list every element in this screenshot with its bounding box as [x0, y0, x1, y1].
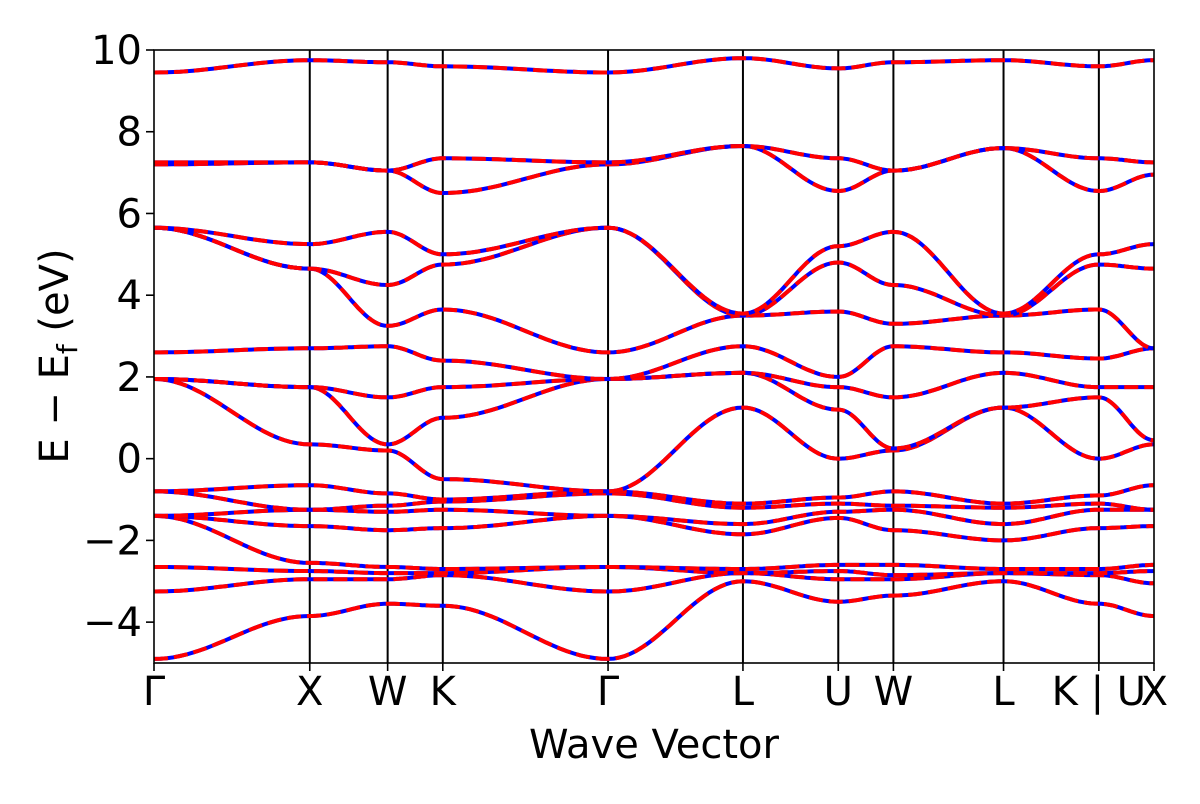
x-tick-label: K: [430, 669, 458, 715]
band-line-red-dashed: [154, 513, 1154, 543]
y-axis-label-units: (eV): [32, 248, 78, 344]
band-line-red-dashed: [154, 143, 1154, 173]
x-axis-label: Wave Vector: [529, 722, 780, 768]
plot-frame: [153, 49, 1155, 664]
y-tick-label: 2: [117, 355, 142, 401]
band-line-red-dashed: [154, 377, 1154, 494]
x-tick-label: W: [368, 669, 408, 715]
band-line-red-dashed: [154, 225, 1154, 316]
y-axis-label: E − Ef (eV): [32, 248, 84, 463]
y-tick-label: 0: [117, 437, 142, 483]
x-tick-label: Γ: [597, 669, 620, 715]
y-axis-label-main: E − E: [32, 354, 78, 464]
band-line-red-dashed: [154, 56, 1154, 75]
band-line-red-dashed: [154, 489, 1154, 512]
x-tick-label: K | U: [1052, 669, 1146, 715]
x-tick-label: U: [824, 669, 853, 715]
y-axis-label-subscript: f: [51, 343, 84, 354]
band-line-red-dashed: [154, 370, 1154, 400]
y-tick-label: 10: [91, 28, 142, 74]
y-tick-label: −4: [83, 600, 142, 646]
x-tick-label: W: [874, 669, 914, 715]
band-line-red-dashed: [154, 513, 1154, 571]
x-tick-label: X: [296, 669, 323, 715]
y-tick-label: 6: [117, 191, 142, 237]
band-line-red-dashed: [154, 565, 1154, 578]
band-line-red-dashed: [154, 344, 1154, 382]
x-tick-label: Γ: [143, 669, 166, 715]
x-tick-label: X: [1141, 669, 1168, 715]
x-tick-label: L: [732, 669, 755, 715]
band-line-red-dashed: [154, 483, 1154, 506]
band-line-red-dashed: [154, 579, 1154, 661]
y-tick-label: 4: [117, 273, 142, 319]
y-tick-label: 8: [117, 110, 142, 156]
x-tick-label: L: [992, 669, 1015, 715]
y-tick-label: −2: [83, 518, 142, 564]
band-line-red-dashed: [154, 507, 1154, 527]
